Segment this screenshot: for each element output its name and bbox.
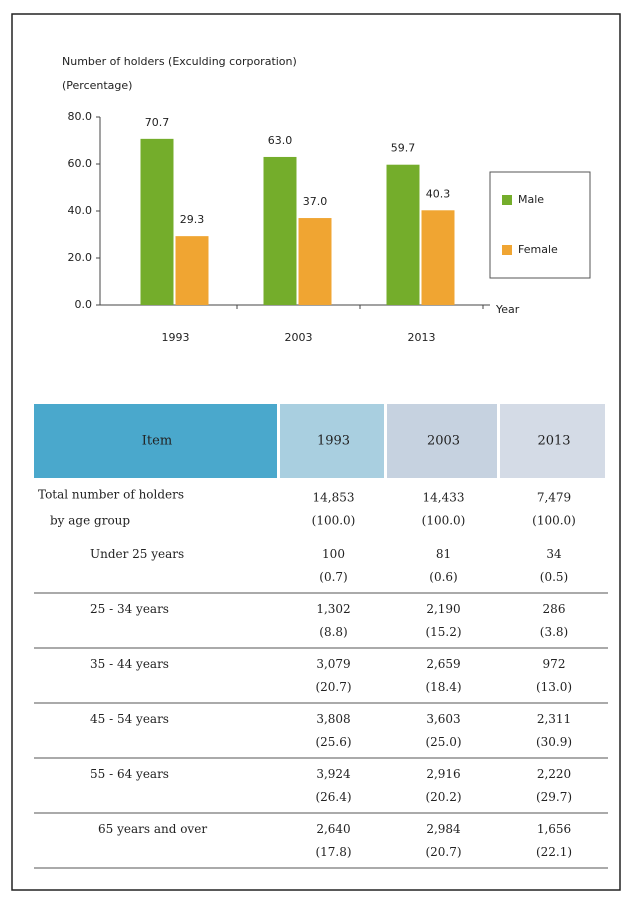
cell-value: (30.9) [536, 735, 572, 749]
cell-value: (13.0) [536, 680, 572, 694]
cell-value: 3,924 [316, 767, 351, 781]
cell-value: (20.7) [425, 845, 461, 859]
cell-value: 2,659 [426, 657, 460, 671]
cell-value: (18.4) [425, 680, 461, 694]
cell-value: 34 [546, 547, 562, 561]
bar [386, 164, 420, 305]
cell-value: (25.0) [425, 735, 461, 749]
value-label: 70.7 [145, 116, 170, 129]
row-label: by age group [50, 514, 130, 528]
bar [263, 156, 297, 305]
y-tick-label: 0.0 [75, 298, 93, 311]
row-label: 55 - 64 years [90, 767, 169, 781]
x-axis-label: Year [495, 303, 520, 316]
bar [421, 210, 455, 305]
cell-value: (29.7) [536, 790, 572, 804]
header-cell [387, 404, 497, 478]
cell-value: (20.2) [425, 790, 461, 804]
cell-value: (0.5) [540, 570, 568, 584]
row-label: 35 - 44 years [90, 657, 169, 671]
cell-value: (0.6) [429, 570, 457, 584]
bar [175, 236, 209, 305]
x-tick-label: 2013 [408, 331, 436, 344]
legend-label: Female [518, 243, 558, 256]
cell-value: (3.8) [540, 625, 568, 639]
cell-value: 2,640 [316, 822, 350, 836]
row-label: 65 years and over [98, 822, 207, 836]
y-tick-label: 80.0 [68, 110, 93, 123]
cell-value: (100.0) [312, 514, 356, 528]
y-tick-label: 40.0 [68, 204, 93, 217]
header-label: Item [142, 434, 172, 449]
cell-value: 2,311 [537, 712, 571, 726]
value-label: 37.0 [303, 195, 328, 208]
cell-value: (25.6) [315, 735, 351, 749]
row-label: 45 - 54 years [90, 712, 169, 726]
header-cell [34, 404, 277, 478]
y-tick-label: 60.0 [68, 157, 93, 170]
y-axis-label: (Percentage) [62, 79, 132, 92]
x-tick-label: 1993 [162, 331, 190, 344]
cell-value: (100.0) [422, 514, 466, 528]
cell-value: 81 [436, 547, 451, 561]
header-label: 2003 [427, 434, 460, 449]
cell-value: 2,984 [426, 822, 461, 836]
cell-value: 100 [322, 547, 345, 561]
row-label: 25 - 34 years [90, 602, 169, 616]
cell-value: 2,916 [426, 767, 460, 781]
cell-value: (0.7) [319, 570, 347, 584]
cell-value: 1,656 [537, 822, 571, 836]
value-label: 59.7 [391, 142, 416, 155]
header-cell [280, 404, 384, 478]
cell-value: 286 [543, 602, 566, 616]
header-label: 1993 [317, 434, 350, 449]
cell-value: 972 [543, 657, 566, 671]
bar [298, 218, 332, 305]
row-label: Total number of holders [38, 488, 184, 502]
y-tick-label: 20.0 [68, 251, 93, 264]
cell-value: (17.8) [315, 845, 351, 859]
value-label: 63.0 [268, 134, 293, 147]
bar [140, 138, 174, 305]
x-tick-label: 2003 [285, 331, 313, 344]
legend-swatch [502, 195, 512, 205]
cell-value: 3,079 [316, 657, 350, 671]
cell-value: (8.8) [319, 625, 347, 639]
row-label: Under 25 years [90, 547, 184, 561]
chart-title: Number of holders (Exculding corporation… [62, 55, 297, 68]
cell-value: 7,479 [537, 491, 571, 505]
cell-value: (15.2) [425, 625, 461, 639]
cell-value: 2,220 [537, 767, 571, 781]
legend-label: Male [518, 193, 544, 206]
legend-box [489, 171, 591, 279]
cell-value: (100.0) [532, 514, 576, 528]
legend-swatch [502, 245, 512, 255]
value-label: 40.3 [426, 187, 451, 200]
header-cell [500, 404, 605, 478]
cell-value: (26.4) [315, 790, 351, 804]
value-label: 29.3 [180, 213, 205, 226]
cell-value: 2,190 [426, 602, 460, 616]
cell-value: (22.1) [536, 845, 572, 859]
cell-value: 3,808 [316, 712, 350, 726]
cell-value: 14,853 [313, 491, 355, 505]
cell-value: 1,302 [316, 602, 350, 616]
header-label: 2013 [537, 434, 570, 449]
cell-value: 14,433 [423, 491, 465, 505]
cell-value: 3,603 [426, 712, 460, 726]
cell-value: (20.7) [315, 680, 351, 694]
